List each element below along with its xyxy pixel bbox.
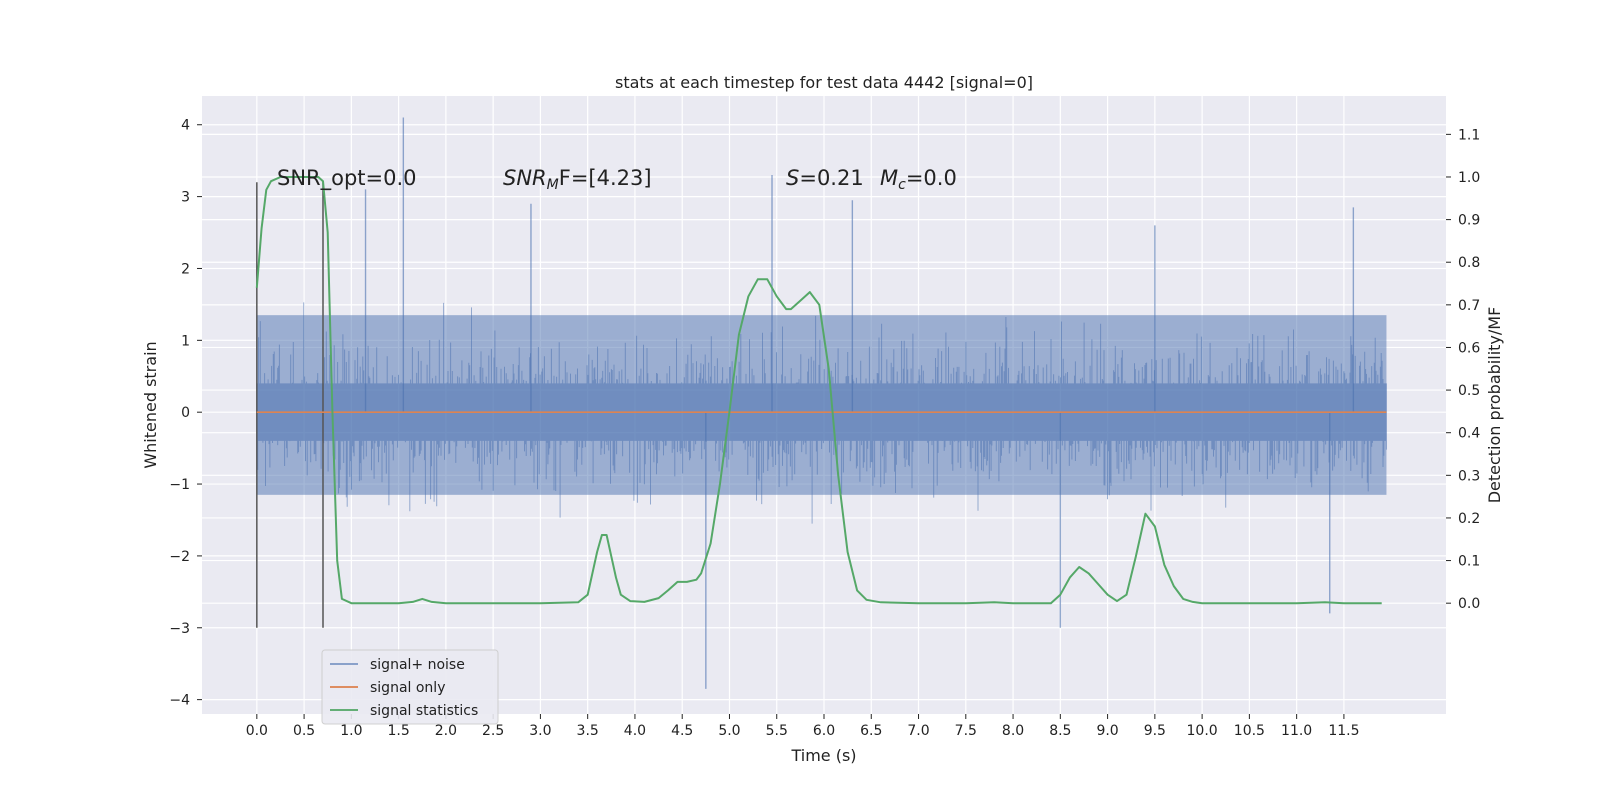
x-tick-label: 5.0 bbox=[718, 723, 740, 739]
annotation-s: S=0.21 bbox=[786, 166, 864, 190]
annotation-s-value: =0.21 bbox=[799, 166, 863, 190]
y2-tick-label: 1.1 bbox=[1458, 127, 1480, 143]
x-tick-label: 8.5 bbox=[1049, 723, 1071, 739]
y2-tick-label: 0.9 bbox=[1458, 213, 1480, 229]
legend: signal+ noise signal only signal statistic… bbox=[321, 649, 499, 725]
annotation-snr-mf-subscript: M bbox=[547, 177, 559, 193]
x-tick-label: 11.5 bbox=[1328, 723, 1359, 739]
series-signal-statistics bbox=[255, 176, 1382, 605]
x-tick-label: 6.5 bbox=[860, 723, 882, 739]
x-tick-label: 0.5 bbox=[293, 723, 315, 739]
annotation-mc-value: =0.0 bbox=[906, 166, 957, 190]
y-tick-label: 2 bbox=[181, 261, 190, 277]
x-tick-label: 10.0 bbox=[1187, 723, 1218, 739]
y-axis-label: Whitened strain bbox=[141, 341, 160, 468]
x-tick-label: 6.0 bbox=[813, 723, 835, 739]
x-tick-label: 9.0 bbox=[1096, 723, 1118, 739]
annotation-snr-opt: SNR_opt=0.0 bbox=[277, 166, 417, 191]
y2-tick-label: 1.0 bbox=[1458, 170, 1480, 186]
y-tick-label: 4 bbox=[181, 118, 190, 134]
x-tick-label: 2.0 bbox=[435, 723, 457, 739]
x-tick-label: 2.5 bbox=[482, 723, 504, 739]
x-tick-label: 8.0 bbox=[1002, 723, 1024, 739]
x-tick-label: 11.0 bbox=[1281, 723, 1312, 739]
y2-tick-label: 0.0 bbox=[1458, 596, 1480, 612]
x-tick-label: 9.5 bbox=[1144, 723, 1166, 739]
axes: 0.0 0.5 1.0 1.5 2.0 2.5 3.0 3.5 4.0 4.5 5.0 5.5 6.0 6… bbox=[169, 118, 1480, 739]
x-tick-label: 7.0 bbox=[907, 723, 929, 739]
series-signal-noise bbox=[256, 117, 1387, 689]
legend-label: signal statistics bbox=[370, 703, 478, 719]
y2-tick-label: 0.8 bbox=[1458, 255, 1480, 271]
legend-label: signal only bbox=[370, 680, 445, 696]
annotation-mc-symbol: M bbox=[880, 166, 898, 190]
x-tick-label: 7.5 bbox=[955, 723, 977, 739]
y2-tick-label: 0.5 bbox=[1458, 383, 1480, 399]
x-tick-label: 4.5 bbox=[671, 723, 693, 739]
x-tick-label: 0.0 bbox=[246, 723, 268, 739]
legend-box bbox=[321, 649, 499, 725]
y-tick-label: 3 bbox=[181, 190, 190, 206]
y2-tick-label: 0.4 bbox=[1458, 426, 1480, 442]
plot-series bbox=[255, 117, 1387, 689]
y2-axis-label: Detection probability/MF bbox=[1485, 307, 1504, 504]
annotations: SNR_opt=0.0 SNRMF=[4.23] S=0.21 Mc=0.0 bbox=[277, 166, 957, 193]
y-tick-label: 0 bbox=[181, 405, 190, 421]
x-tick-label: 3.5 bbox=[577, 723, 599, 739]
y-tick-label: −2 bbox=[169, 549, 190, 565]
annotation-s-symbol: S bbox=[786, 166, 799, 190]
y2-tick-label: 0.2 bbox=[1458, 511, 1480, 527]
annotation-mc: Mc=0.0 bbox=[880, 166, 957, 193]
y-tick-label: −1 bbox=[169, 477, 190, 493]
y-tick-label: 1 bbox=[181, 333, 190, 349]
annotation-snr-mf-value: F=[4.23] bbox=[559, 166, 652, 190]
x-axis-label: Time (s) bbox=[790, 746, 856, 765]
x-tick-label: 1.5 bbox=[387, 723, 409, 739]
annotation-snr-mf-symbol: SNR bbox=[503, 166, 547, 190]
x-tick-label: 4.0 bbox=[624, 723, 646, 739]
annotation-snr-mf: SNRMF=[4.23] bbox=[503, 166, 652, 193]
chart-title: stats at each timestep for test data 444… bbox=[615, 73, 1033, 92]
y2-tick-label: 0.6 bbox=[1458, 340, 1480, 356]
x-tick-label: 3.0 bbox=[529, 723, 551, 739]
y-tick-label: −4 bbox=[169, 693, 190, 709]
annotation-mc-subscript: c bbox=[898, 177, 906, 193]
x-tick-label: 10.5 bbox=[1234, 723, 1265, 739]
y2-tick-label: 0.7 bbox=[1458, 298, 1480, 314]
x-tick-label: 1.0 bbox=[340, 723, 362, 739]
legend-label: signal+ noise bbox=[370, 657, 465, 673]
y2-tick-label: 0.3 bbox=[1458, 468, 1480, 484]
y2-tick-label: 0.1 bbox=[1458, 554, 1480, 570]
y-tick-label: −3 bbox=[169, 621, 190, 637]
x-tick-label: 5.5 bbox=[766, 723, 788, 739]
